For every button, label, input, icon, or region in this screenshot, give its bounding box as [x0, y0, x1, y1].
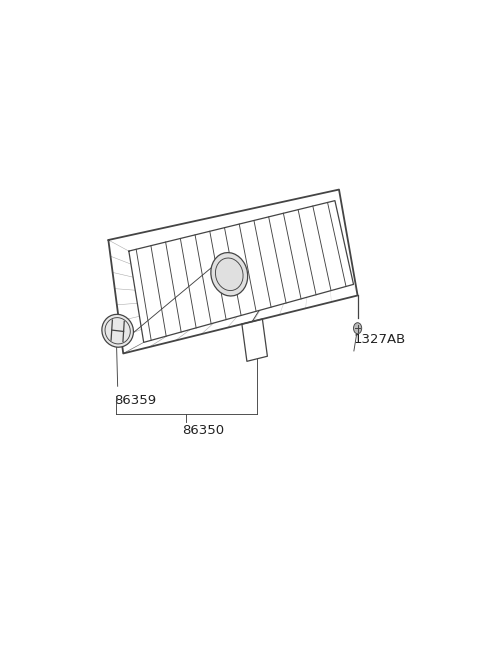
- Text: 86359: 86359: [114, 394, 156, 407]
- Text: 86350: 86350: [182, 424, 224, 437]
- Text: 1327AB: 1327AB: [354, 333, 406, 346]
- Ellipse shape: [102, 314, 133, 347]
- Ellipse shape: [211, 253, 248, 296]
- Circle shape: [353, 323, 362, 334]
